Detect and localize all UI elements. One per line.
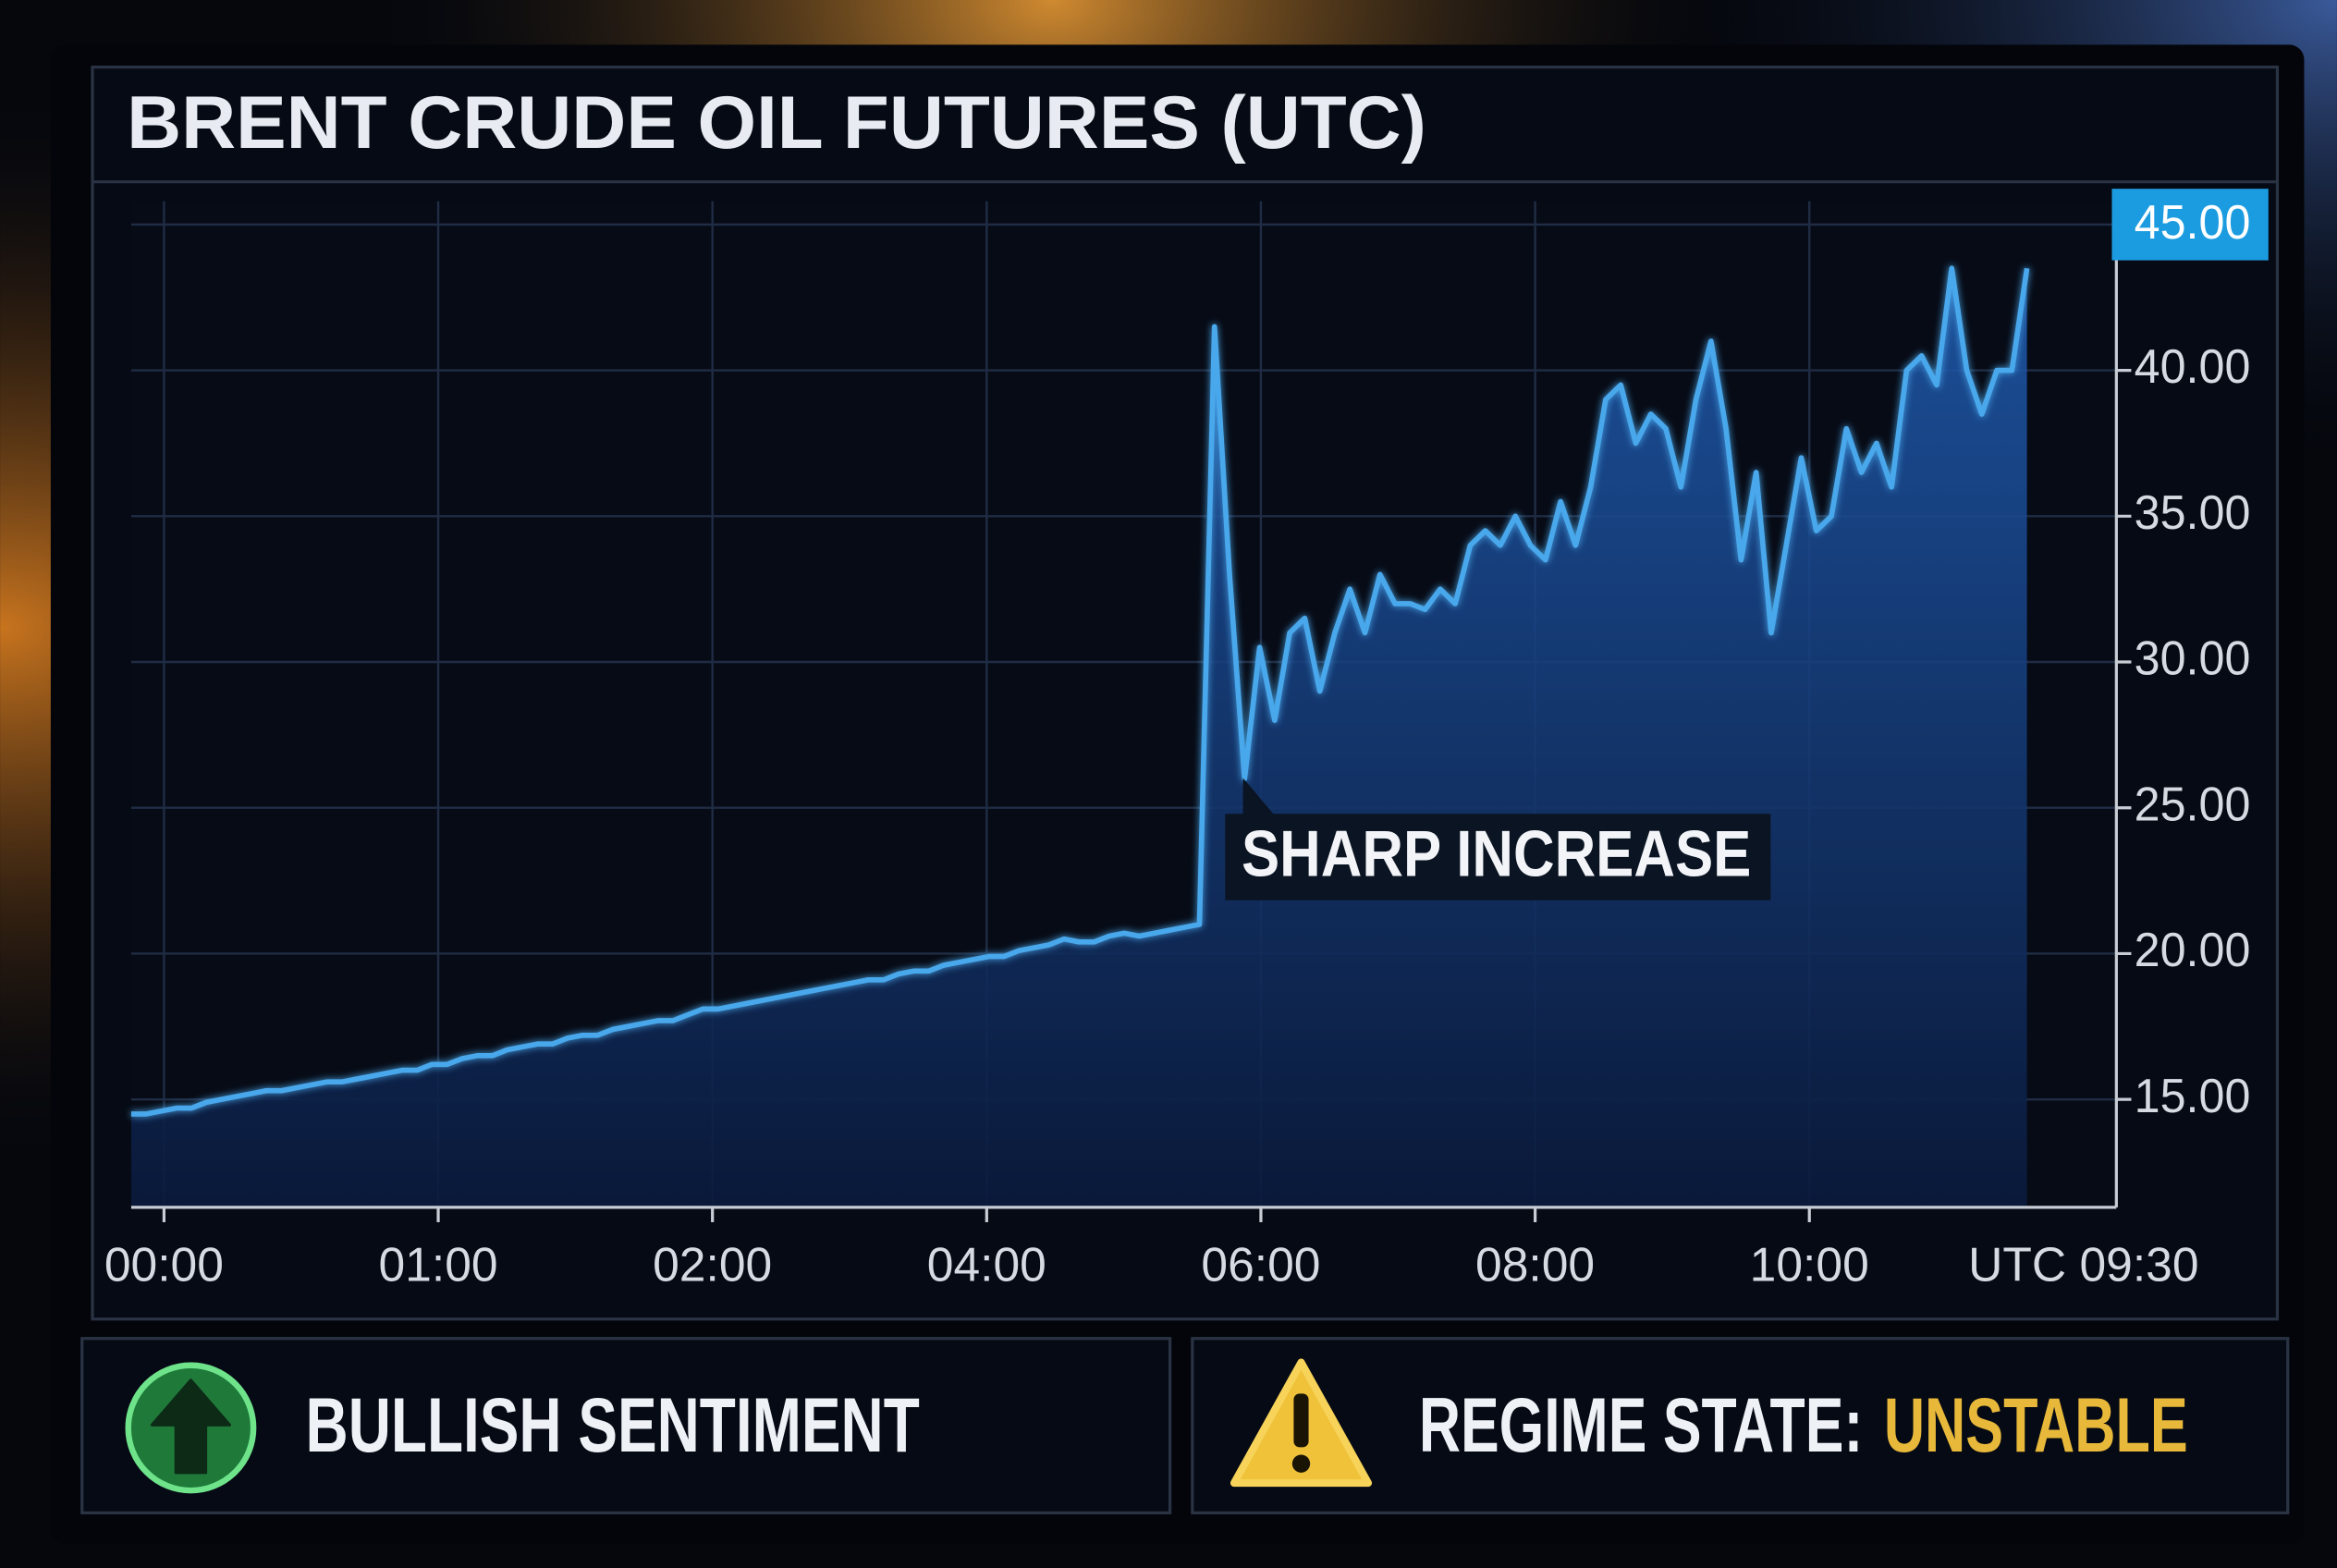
y-tick-label: 20.00: [2135, 923, 2251, 976]
price-tag-box: [2111, 189, 2269, 261]
regime-value: UNSTABLE: [1884, 1381, 2188, 1468]
annotation: SHARP INCREASE: [1242, 817, 1751, 890]
price-tag-label: 45.00: [2135, 195, 2251, 249]
x-tick-label: 01:00: [378, 1238, 497, 1292]
price-line: [130, 265, 2030, 1117]
area: [130, 268, 2027, 1207]
x-tick-label: UTC 09:30: [1968, 1238, 2198, 1292]
x-tick-label: 04:00: [927, 1238, 1046, 1292]
plot: [130, 265, 2030, 1207]
x-tick-label: 00:00: [104, 1238, 224, 1292]
warning-mark: [1293, 1393, 1309, 1448]
x-tick-label: 10:00: [1750, 1238, 1869, 1292]
y-tick-label: 40.00: [2135, 339, 2251, 393]
annotation-box: [1225, 814, 1771, 900]
y-tick-label: 35.00: [2135, 485, 2251, 539]
warning-dot: [1291, 1454, 1311, 1473]
x-tick-label: 06:00: [1201, 1238, 1320, 1292]
y-tick-label: 15.00: [2135, 1069, 2251, 1122]
up-arrow: [150, 1378, 231, 1475]
y-tick-label: 25.00: [2135, 777, 2251, 830]
regime-panel: [1191, 1337, 2290, 1514]
axis-labels: 15.00 20.00 25.00 30.00 35.00 40.00 45.00 00:00…: [104, 189, 2269, 1292]
y-tick-label: 30.00: [2135, 631, 2251, 685]
chart-title: BRENT CRUDE OIL FUTURES (UTC): [127, 81, 1426, 165]
regime-label: REGIME STATE:: [1419, 1381, 1863, 1468]
sentiment-panel: [80, 1337, 1172, 1514]
x-tick-label: 02:00: [653, 1238, 772, 1292]
sentiment-label: BULLISH SENTIMENT: [306, 1381, 920, 1468]
x-tick-label: 08:00: [1475, 1238, 1595, 1292]
